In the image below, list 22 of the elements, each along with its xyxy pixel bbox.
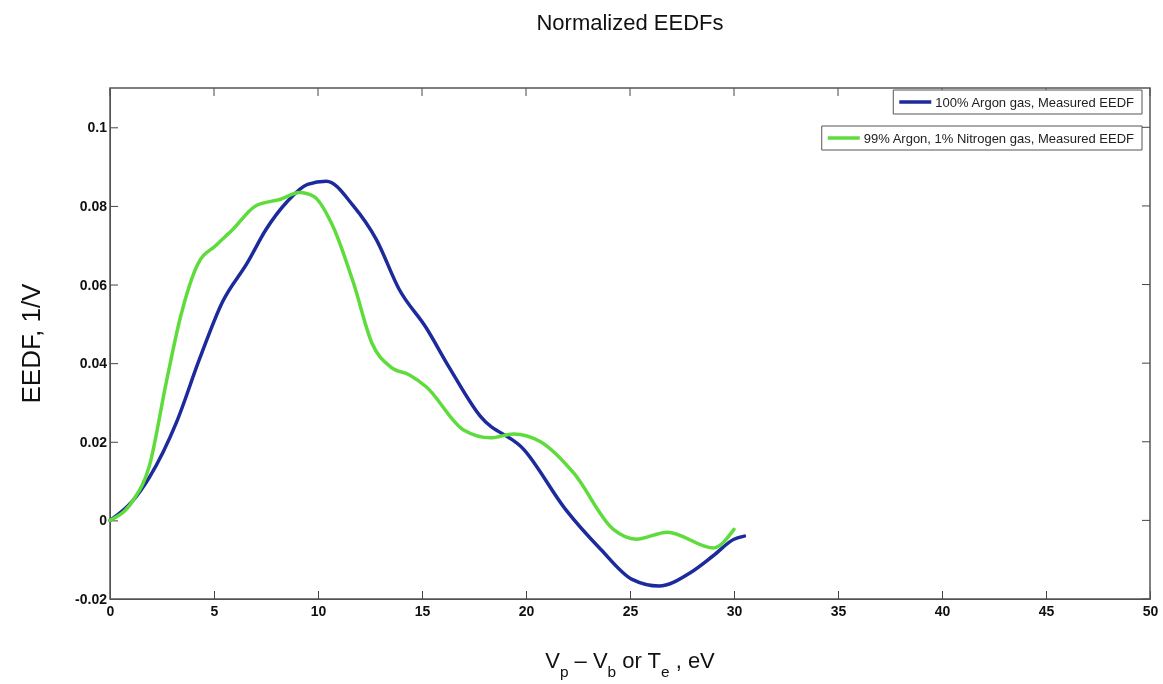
- y-tick-label: 0.04: [79, 355, 108, 372]
- x-axis-title: V$_{p}$ – V$_{b}$ or T$_{e}$ , eV: [545, 648, 716, 680]
- x-tick-label: 25: [622, 603, 639, 619]
- x-tick-label: 10: [310, 603, 327, 619]
- x-tick-label: 50: [1142, 603, 1159, 619]
- y-tick-label: 0.02: [79, 433, 108, 450]
- chart-title: Normalized EEDFs: [536, 10, 724, 35]
- x-tick-label: 40: [934, 603, 951, 619]
- legend-label: 100% Argon gas, Measured EEDF: [935, 95, 1135, 110]
- x-tick-label: 5: [210, 603, 219, 619]
- y-tick-label: 0.06: [79, 276, 108, 293]
- x-tick-label: 15: [414, 603, 431, 619]
- y-tick-label: 0.08: [79, 197, 108, 214]
- x-tick-label: 35: [830, 603, 847, 619]
- y-tick-label: -0.02: [75, 590, 108, 607]
- x-tick-label: 20: [518, 603, 535, 619]
- y-tick-label: 0.1: [87, 119, 108, 136]
- y-tick-label: 0: [99, 512, 108, 529]
- x-tick-label: 30: [726, 603, 743, 619]
- x-tick-label: 45: [1038, 603, 1055, 619]
- y-axis-title: EEDF, 1/V: [16, 282, 46, 404]
- legend-label: 99% Argon, 1% Nitrogen gas, Measured EEDF: [863, 131, 1135, 146]
